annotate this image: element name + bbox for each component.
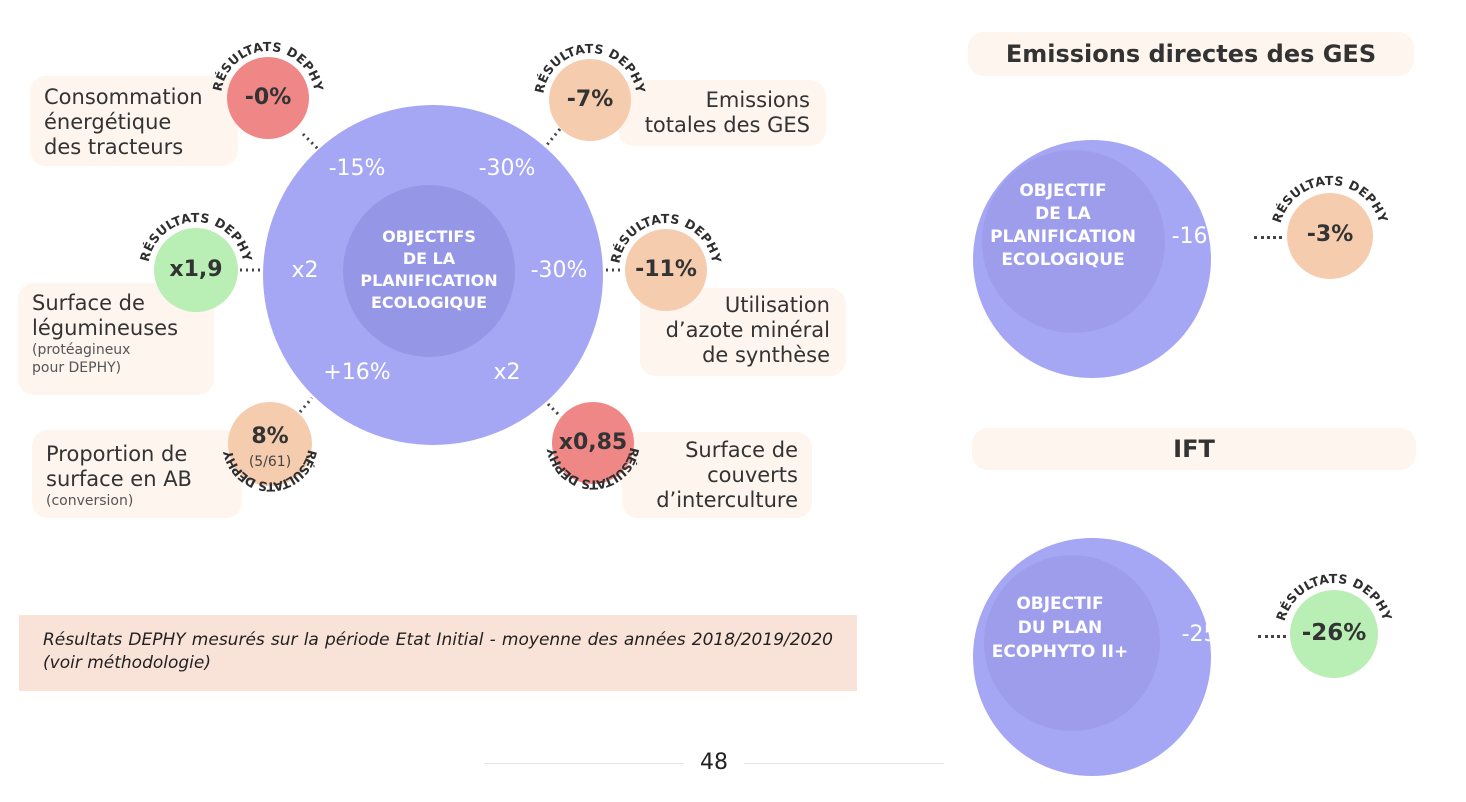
result-azote: -11% (625, 229, 707, 311)
result-consommation: -0% (227, 57, 309, 139)
label-line: énergétique (44, 110, 172, 134)
results-label-arc: RÉSULTATS DEPHY (531, 41, 648, 95)
results-label-arc: RÉSULTATS DEPHY (544, 446, 642, 493)
label-line: des tracteurs (44, 135, 184, 159)
result-value: -11% (635, 257, 697, 282)
svg-text:RÉSULTATS DEPHY: RÉSULTATS DEPHY (1269, 173, 1391, 225)
label-line: Utilisation (724, 293, 830, 317)
page-number: 48 (684, 733, 744, 793)
label-line: surface en AB (46, 467, 192, 491)
label-line: Surface de (685, 438, 798, 462)
label-line: Consommation (44, 85, 203, 109)
label-line: légumineuses (32, 316, 179, 340)
svg-text:RÉSULTATS DEPHY: RÉSULTATS DEPHY (607, 211, 724, 265)
objective-interculture: x2 (493, 360, 521, 385)
objective-legumineuses: x2 (291, 258, 319, 283)
methodology-note-text: Résultats DEPHY mesurés sur la période E… (43, 630, 833, 673)
result-ab: 8% (5/61) (228, 402, 312, 486)
label-subline: (conversion) (46, 493, 134, 509)
result-value: -0% (244, 85, 292, 110)
svg-text:RÉSULTATS DEPHY: RÉSULTATS DEPHY (220, 448, 320, 494)
svg-text:RÉSULTATS DEPHY: RÉSULTATS DEPHY (1273, 571, 1395, 623)
result-value: -26% (1301, 620, 1367, 646)
ift-title: IFT (972, 428, 1416, 470)
label-line: Emissions (705, 88, 810, 112)
label-subline: (protéagineux (32, 342, 131, 358)
ift-result: -26% (1290, 590, 1378, 678)
label-line: d’azote minéral (665, 318, 830, 342)
label-emissions-ges: Emissions totales des GES (618, 80, 826, 146)
results-label-arc: RÉSULTATS DEPHY (137, 210, 256, 264)
objective-line: DE LA (1035, 204, 1091, 224)
objective-line: PLANIFICATION (990, 227, 1136, 247)
result-value: 8% (251, 424, 289, 449)
label-line: couverts (707, 463, 798, 487)
svg-text:RÉSULTATS DEPHY: RÉSULTATS DEPHY (531, 41, 648, 95)
objective-azote: -30% (530, 258, 588, 283)
result-legumineuses: x1,9 (154, 228, 238, 312)
ift-objective-value: -25% (1181, 622, 1239, 647)
center-line: ECOLOGIQUE (370, 293, 488, 312)
results-label-arc: RÉSULTATS DEPHY (1273, 571, 1395, 623)
objective-line: ECOLOGIQUE (1001, 250, 1125, 270)
objective-line: DU PLAN (1017, 618, 1103, 638)
objective-consommation: -15% (328, 156, 386, 181)
result-subvalue: (5/61) (248, 454, 292, 470)
label-line: de synthèse (702, 343, 830, 367)
objective-line: OBJECTIF (1019, 181, 1107, 201)
ges-title: Emissions directes des GES (968, 32, 1414, 76)
objectives-center-circle (343, 185, 515, 357)
svg-text:RÉSULTATS DEPHY: RÉSULTATS DEPHY (544, 446, 642, 493)
label-subline: pour DEPHY) (32, 360, 122, 376)
svg-text:RÉSULTATS DEPHY: RÉSULTATS DEPHY (209, 39, 326, 93)
result-value: -7% (566, 87, 614, 112)
center-line: DE LA (402, 249, 456, 268)
label-consommation: Consommation énergétique des tracteurs (30, 76, 238, 166)
results-label-arc: RÉSULTATS DEPHY (220, 448, 320, 494)
objective-line: ECOPHYTO II+ (991, 642, 1129, 662)
result-value: x1,9 (169, 257, 223, 282)
label-line: Proportion de (46, 442, 188, 466)
label-line: Surface de (32, 291, 145, 315)
ges-objective-value: -16% (1171, 224, 1229, 249)
ges-objective-inner (982, 150, 1165, 333)
result-value: -3% (1306, 222, 1354, 247)
results-label-arc: RÉSULTATS DEPHY (607, 211, 724, 265)
ift-objective-label: OBJECTIF DU PLAN ECOPHYTO II+ (975, 592, 1145, 664)
ges-connector (1254, 236, 1282, 239)
result-ges: -7% (549, 59, 631, 141)
ges-result: -3% (1287, 193, 1373, 279)
result-interculture: x0,85 (552, 402, 634, 484)
objectives-center-label: OBJECTIFS DE LA PLANIFICATION ECOLOGIQUE (343, 226, 515, 314)
results-label-arc: RÉSULTATS DEPHY (1269, 173, 1391, 225)
ges-objective-label: OBJECTIF DE LA PLANIFICATION ECOLOGIQUE (978, 180, 1148, 272)
label-line: totales des GES (644, 113, 810, 137)
result-value: x0,85 (558, 430, 628, 455)
objective-line: OBJECTIF (1016, 594, 1104, 614)
center-line: OBJECTIFS (382, 227, 476, 246)
center-line: PLANIFICATION (360, 271, 498, 290)
objective-ab: +16% (323, 360, 391, 385)
label-proportion-ab: Proportion de surface en AB (conversion) (32, 430, 242, 518)
methodology-note: Résultats DEPHY mesurés sur la période E… (19, 615, 857, 691)
objective-ges: -30% (478, 156, 536, 181)
ift-objective-inner (984, 555, 1160, 731)
ift-connector (1258, 635, 1286, 638)
label-line: d’interculture (656, 488, 798, 512)
results-label-arc: RÉSULTATS DEPHY (209, 39, 326, 93)
label-interculture: Surface de couverts d’interculture (622, 432, 812, 518)
svg-text:RÉSULTATS DEPHY: RÉSULTATS DEPHY (137, 210, 256, 264)
